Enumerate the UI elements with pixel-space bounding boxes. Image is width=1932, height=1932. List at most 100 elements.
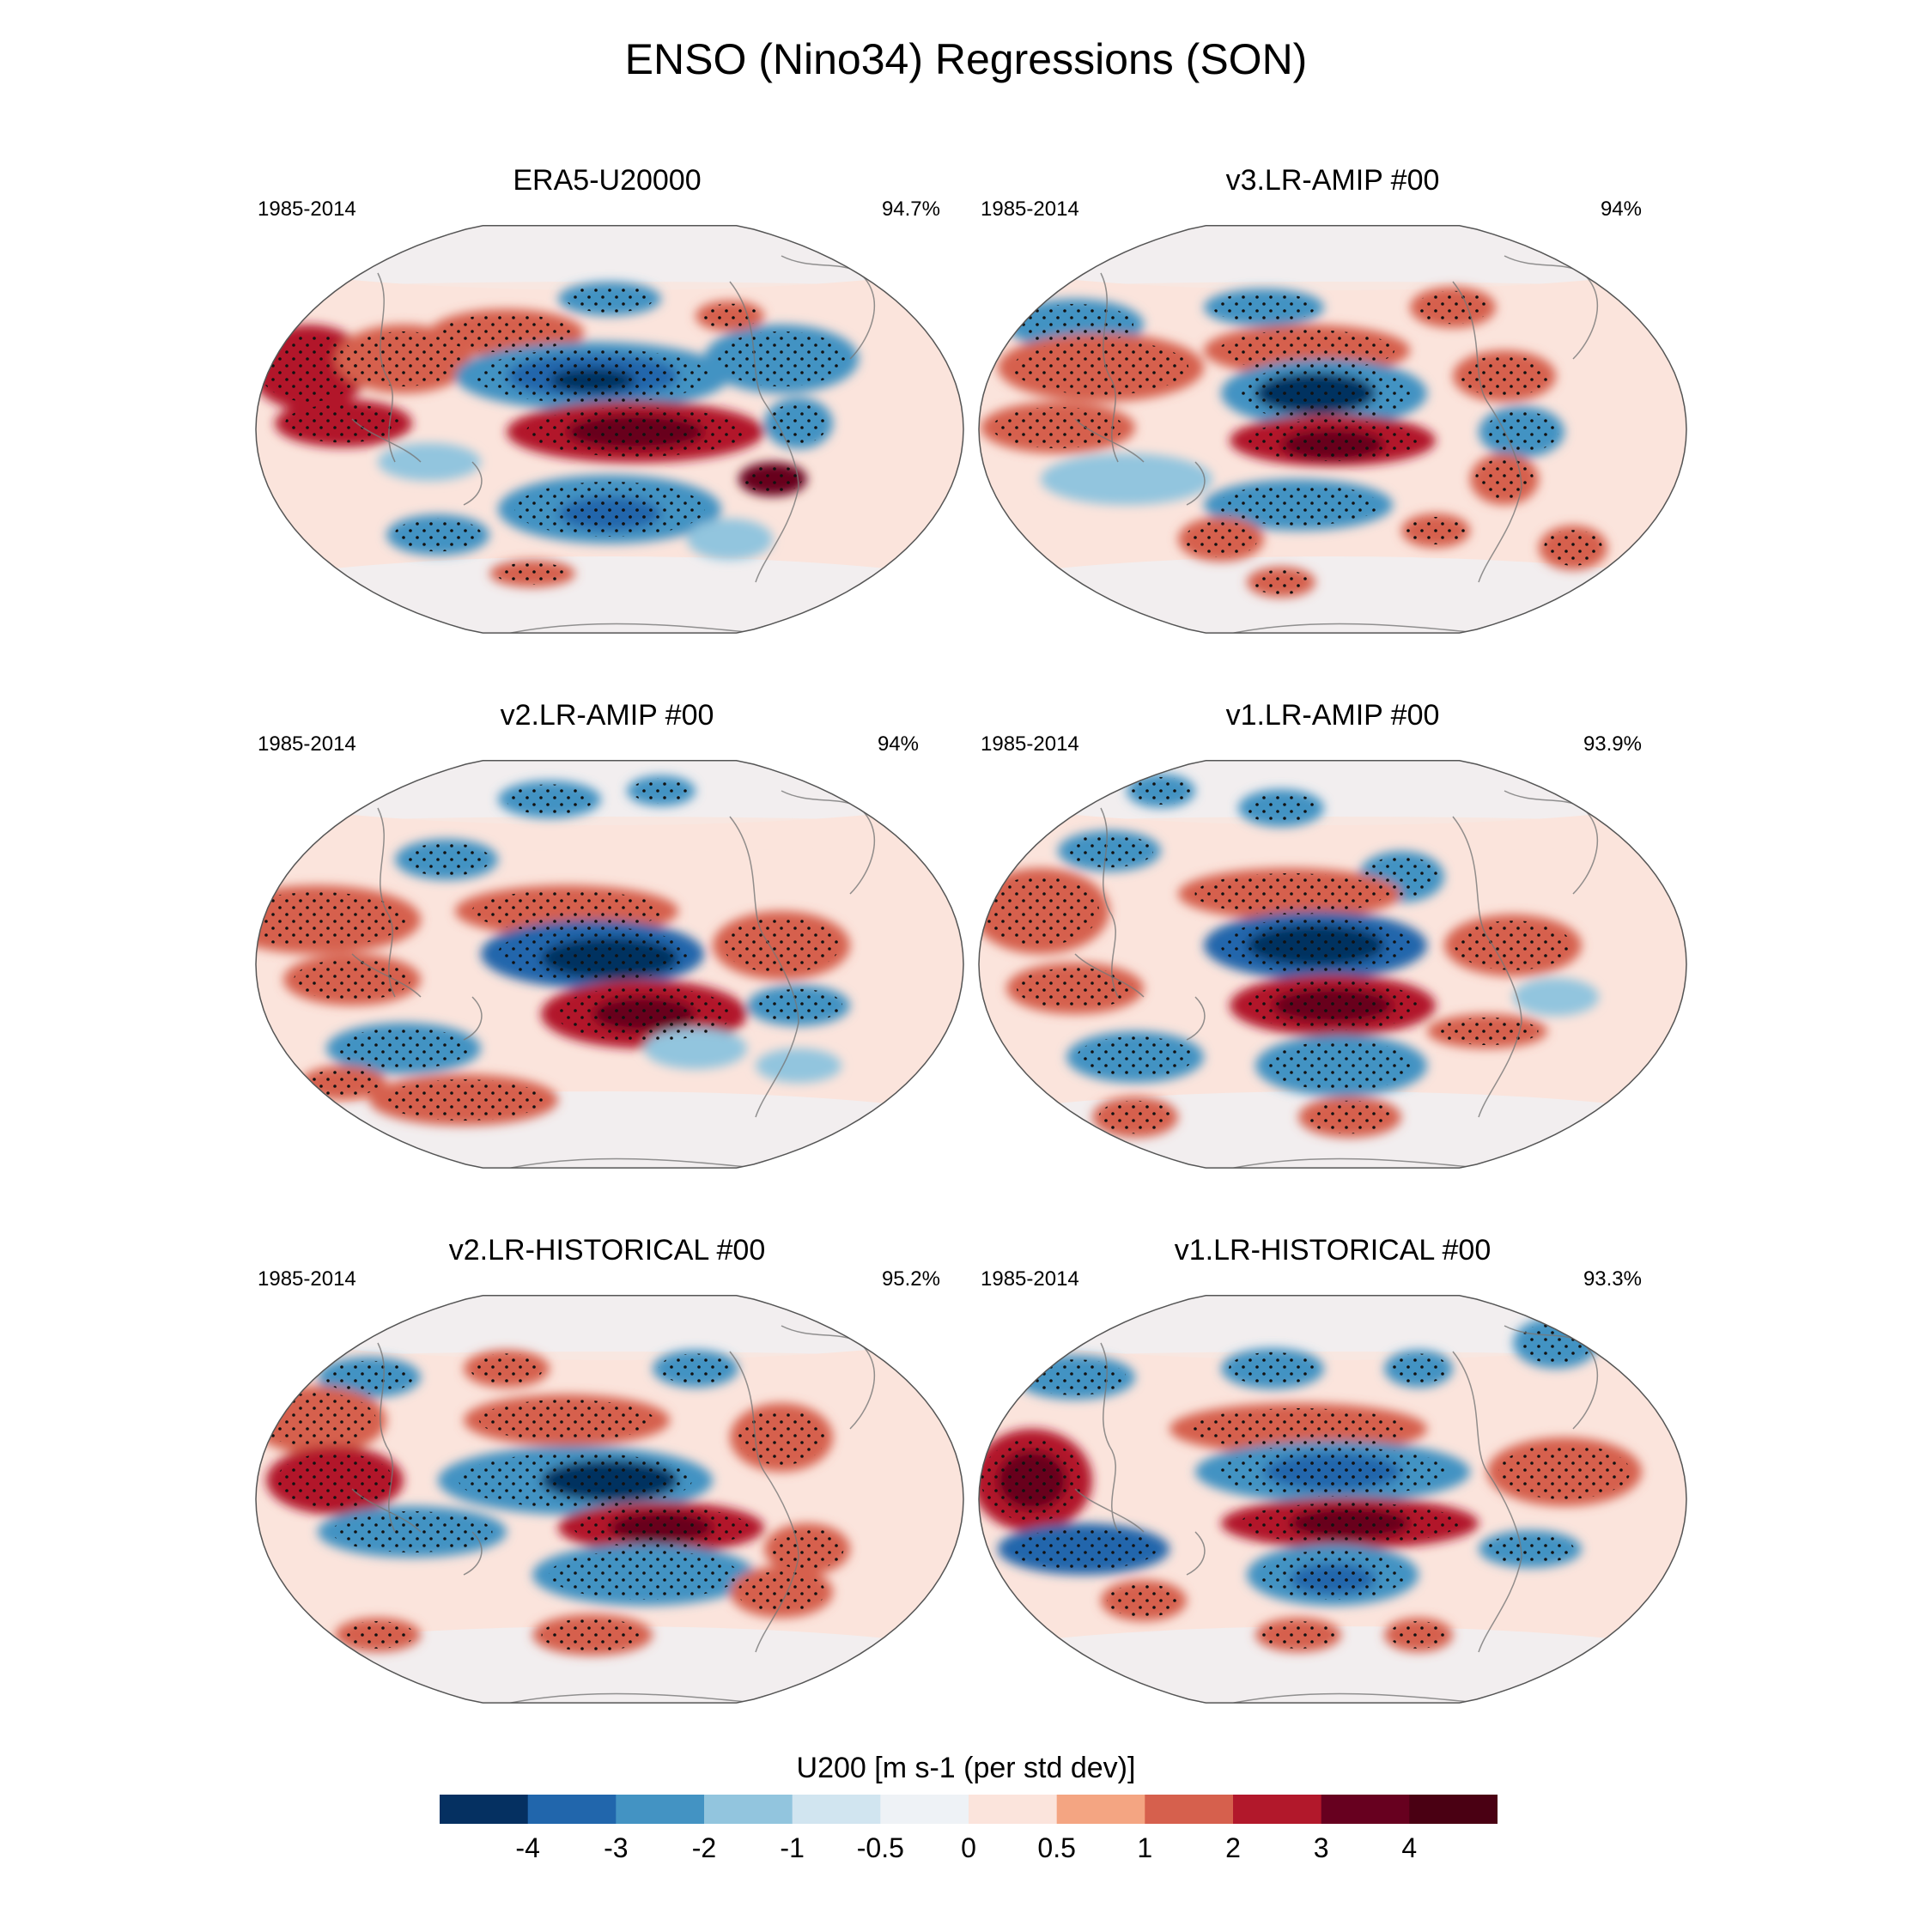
significance-stipple xyxy=(632,778,690,804)
colorbar-tick-label: 3 xyxy=(1313,1832,1329,1863)
significance-stipple xyxy=(1132,777,1190,805)
significance-stipple xyxy=(285,404,402,443)
significance-stipple xyxy=(1017,968,1133,1009)
coastlines xyxy=(1074,1325,1598,1704)
significance-stipple xyxy=(1244,793,1318,823)
coastlines xyxy=(1074,255,1598,634)
significance-stipple xyxy=(1011,1528,1157,1570)
panel-title: ERA5-U20000 xyxy=(513,164,702,197)
map-band xyxy=(256,1295,963,1360)
significance-stipple xyxy=(403,842,490,877)
colorbar-tick-label: 4 xyxy=(1401,1832,1418,1863)
significance-stipple xyxy=(982,877,1099,945)
significance-stipple xyxy=(1389,1353,1448,1384)
significance-stipple xyxy=(1219,330,1394,371)
anomaly-region xyxy=(378,443,481,481)
significance-stipple xyxy=(1017,304,1133,345)
significance-stipple xyxy=(1306,1100,1394,1134)
map-panel: v2.LR-HISTORICAL #00 1985-2014 95.2% xyxy=(249,1233,970,1718)
significance-stipple xyxy=(1184,521,1258,557)
panel-title: v1.LR-HISTORICAL #00 xyxy=(1174,1234,1492,1267)
regression-map xyxy=(255,1295,964,1704)
significance-stipple xyxy=(1544,530,1602,566)
significance-stipple xyxy=(549,1550,739,1600)
significance-stipple xyxy=(1274,1456,1391,1487)
panel-period: 1985-2014 xyxy=(981,197,1079,221)
significance-stipple xyxy=(1268,1041,1414,1091)
panel-title: v2.LR-HISTORICAL #00 xyxy=(448,1234,766,1267)
colorbar-swatches xyxy=(440,1795,1498,1824)
panel-percent: 95.2% xyxy=(881,1267,940,1291)
significance-stipple xyxy=(259,1393,376,1448)
significance-stipple xyxy=(258,333,361,402)
significance-stipple xyxy=(294,959,410,1000)
colorbar-tick-label: -0.5 xyxy=(856,1832,904,1863)
significance-stipple xyxy=(755,988,842,1023)
significance-stipple xyxy=(1364,856,1438,897)
significance-stipple xyxy=(1264,376,1367,410)
significance-stipple xyxy=(715,331,848,386)
map-band xyxy=(979,1626,1686,1704)
panel-percent: 94% xyxy=(877,732,919,756)
significance-stipple xyxy=(1077,1036,1194,1078)
significance-stipple xyxy=(744,465,802,493)
significance-stipple xyxy=(256,892,405,947)
coastlines xyxy=(351,255,875,634)
significance-stipple xyxy=(541,1618,644,1652)
significance-stipple xyxy=(1436,1018,1539,1045)
significance-stipple xyxy=(1296,1566,1370,1592)
panel-percent: 93.9% xyxy=(1583,732,1642,756)
map-band xyxy=(256,556,963,634)
significance-stipple xyxy=(337,1028,470,1069)
anomaly-region xyxy=(1513,978,1599,1016)
significance-stipple xyxy=(738,1410,825,1465)
anomaly-region xyxy=(756,1048,841,1083)
map-band xyxy=(256,1626,963,1704)
significance-stipple xyxy=(1003,1456,1061,1504)
significance-stipple xyxy=(1389,1621,1448,1649)
significance-stipple xyxy=(1281,992,1384,1019)
panel-period: 1985-2014 xyxy=(258,197,356,221)
colorbar-tick-label: -3 xyxy=(604,1832,629,1863)
significance-stipple xyxy=(770,1528,844,1570)
colorbar-title: U200 [m s-1 (per std dev)] xyxy=(796,1752,1136,1784)
significance-stipple xyxy=(341,1621,415,1649)
coastlines xyxy=(351,790,875,1169)
significance-stipple xyxy=(440,313,573,353)
significance-stipple xyxy=(1475,459,1534,500)
significance-stipple xyxy=(1406,517,1465,544)
significance-stipple xyxy=(394,518,482,552)
colorbar-tick-label: -4 xyxy=(515,1832,540,1863)
colorbar-tick-label: -2 xyxy=(691,1832,717,1863)
significance-stipple xyxy=(600,1000,688,1028)
significance-stipple xyxy=(1212,292,1315,323)
colorbar-tick-label: 1 xyxy=(1137,1832,1153,1863)
colorbar-swatch xyxy=(1321,1795,1410,1824)
significance-stipple xyxy=(556,370,629,391)
colorbar-swatch xyxy=(616,1795,705,1824)
significance-stipple xyxy=(1188,1408,1408,1449)
map-band xyxy=(979,760,1686,825)
significance-stipple xyxy=(1218,484,1379,526)
colorbar-swatch xyxy=(880,1795,969,1824)
map-band xyxy=(256,1091,963,1169)
colorbar-swatch xyxy=(704,1795,793,1824)
significance-stipple xyxy=(1098,1100,1172,1134)
significance-stipple xyxy=(495,562,569,585)
map-band xyxy=(256,760,963,825)
colorbar-swatch xyxy=(440,1795,529,1824)
significance-stipple xyxy=(566,500,653,527)
map-panel: v1.LR-AMIP #00 1985-2014 93.9% xyxy=(972,698,1693,1183)
significance-stipple xyxy=(383,1079,544,1121)
map-panel: v3.LR-AMIP #00 1985-2014 94% xyxy=(972,163,1693,648)
significance-stipple xyxy=(276,1453,393,1508)
significance-stipple xyxy=(551,1463,668,1498)
panel-period: 1985-2014 xyxy=(981,732,1079,756)
anomaly-region xyxy=(1041,453,1212,505)
regression-map xyxy=(255,760,964,1169)
significance-stipple xyxy=(345,331,462,386)
map-outline xyxy=(255,1295,964,1704)
colorbar-tick-label: 2 xyxy=(1225,1832,1241,1863)
significance-stipple xyxy=(307,1069,380,1097)
